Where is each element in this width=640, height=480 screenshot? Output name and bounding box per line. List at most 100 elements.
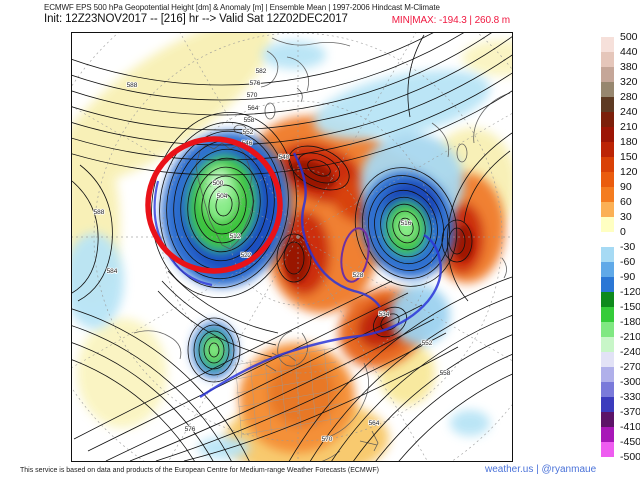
colorbar-tick-label: 280: [620, 91, 638, 103]
contour-labels: 588 582 576 570 564 558 552 546 540 588 584 500 504 5…: [93, 67, 452, 443]
colorbar-cell: [601, 322, 614, 337]
init-valid-time: Init: 12Z23NOV2017 -- [216] hr --> Valid…: [44, 13, 348, 25]
colorbar-tick-label: -90: [620, 271, 636, 283]
state-line: [309, 351, 317, 428]
contour-label: 588: [94, 209, 105, 216]
contour-label: 528: [353, 272, 364, 279]
contour-ring: [276, 233, 312, 283]
state-line: [238, 389, 341, 408]
state-line: [264, 357, 272, 434]
colorbar-cell: [601, 67, 614, 82]
colorbar-tick-label: 380: [620, 61, 638, 73]
contour-ring: [194, 166, 254, 244]
colorbar-cell: [601, 82, 614, 97]
contour-label: 564: [369, 420, 380, 427]
colorbar-cell: [601, 97, 614, 112]
state-line: [242, 417, 344, 435]
meridian-line: [168, 236, 299, 461]
contour-arc: [72, 33, 434, 86]
ecmwf-attribution: This service is based on data and produc…: [20, 467, 379, 474]
weather-us-credit-link[interactable]: weather.us | @ryanmaue: [485, 464, 597, 475]
contour-arc: [72, 54, 512, 146]
contour-ring: [374, 189, 438, 265]
colorbar-tick-label: 60: [620, 196, 632, 208]
contour-ring: [180, 148, 268, 262]
colorbar-tick-label: -180: [620, 316, 640, 328]
colorbar-cell: [601, 217, 614, 232]
contour-label: 588: [127, 82, 138, 89]
contour-label: 564: [248, 105, 259, 112]
anomaly-colorbar: [601, 37, 614, 457]
colorbar-cell: [601, 187, 614, 202]
colorbar-cell: [601, 142, 614, 157]
colorbar-tick-label: 440: [620, 46, 638, 58]
colorbar-cell: [601, 292, 614, 307]
latitude-circle: [93, 33, 503, 442]
contour-label: 558: [440, 370, 451, 377]
contour-ring: [368, 183, 444, 271]
colorbar-cell: [601, 157, 614, 172]
contour-label: 500: [213, 180, 224, 187]
colorbar-tick-label: -450: [620, 436, 640, 448]
contour-ring: [380, 196, 432, 258]
colorbar-cell: [601, 52, 614, 67]
colorbar-tick-label: 30: [620, 211, 632, 223]
colorbar-tick-label: -120: [620, 286, 640, 298]
contour-arc: [72, 72, 512, 161]
colorbar-tick-label: -410: [620, 421, 640, 433]
state-line: [249, 359, 257, 436]
meridian-line: [297, 33, 417, 238]
contour-ring: [392, 210, 420, 244]
state-line: [324, 349, 332, 426]
coastlines: [133, 37, 511, 461]
contour-label: 534: [379, 311, 390, 318]
colorbar-tick-label: 120: [620, 166, 638, 178]
contour-label: 582: [256, 68, 267, 75]
contour-label: 584: [107, 268, 118, 275]
meridian-line: [72, 236, 299, 368]
contour-label: 552: [422, 340, 433, 347]
height-contours: [72, 33, 512, 461]
colorbar-tick-label: 150: [620, 151, 638, 163]
colorbar-cell: [601, 112, 614, 127]
contour-ring: [398, 217, 414, 237]
contour-ring: [307, 159, 331, 177]
colorbar-cell: [601, 172, 614, 187]
colorbar-cell: [601, 382, 614, 397]
colorbar-tick-label: 180: [620, 136, 638, 148]
contour-ring: [208, 184, 240, 226]
contour-ring: [203, 336, 225, 364]
contour-ring: [380, 313, 400, 331]
colorbar-cell: [601, 247, 614, 262]
colorbar-tick-label: 500: [620, 31, 638, 43]
colorbar-cell: [601, 337, 614, 352]
colorbar-tick-label: 90: [620, 181, 632, 193]
colorbar-cell: [601, 232, 614, 247]
state-line: [240, 403, 343, 421]
contour-ring: [159, 121, 289, 289]
contour-ring: [448, 227, 466, 255]
colorbar-cell: [601, 202, 614, 217]
colorbar-tick-label: -210: [620, 331, 640, 343]
contour-label: 504: [217, 193, 228, 200]
contour-arc: [72, 33, 492, 116]
meridian-line: [72, 106, 299, 238]
colorbar-tick-label: -500: [620, 451, 640, 463]
contour-ring: [361, 175, 451, 279]
colorbar-tick-label: 320: [620, 76, 638, 88]
contour-ring: [354, 167, 458, 287]
contour-ring: [187, 317, 241, 383]
colorbar-cell: [601, 367, 614, 382]
contour-ring: [151, 111, 297, 299]
minmax-readout: MIN|MAX: -194.3 | 260.8 m: [391, 15, 510, 26]
colorbar-tick-label: 0: [620, 226, 626, 238]
contour-label: 558: [244, 117, 255, 124]
meridian-line: [297, 113, 512, 238]
contour-ring: [283, 241, 305, 275]
contour-label: 512: [230, 233, 241, 240]
colorbar-tick-label: -60: [620, 256, 636, 268]
latitude-circle: [229, 168, 367, 306]
colorbar-tick-label: -370: [620, 406, 640, 418]
highlight-contours: [153, 152, 442, 399]
